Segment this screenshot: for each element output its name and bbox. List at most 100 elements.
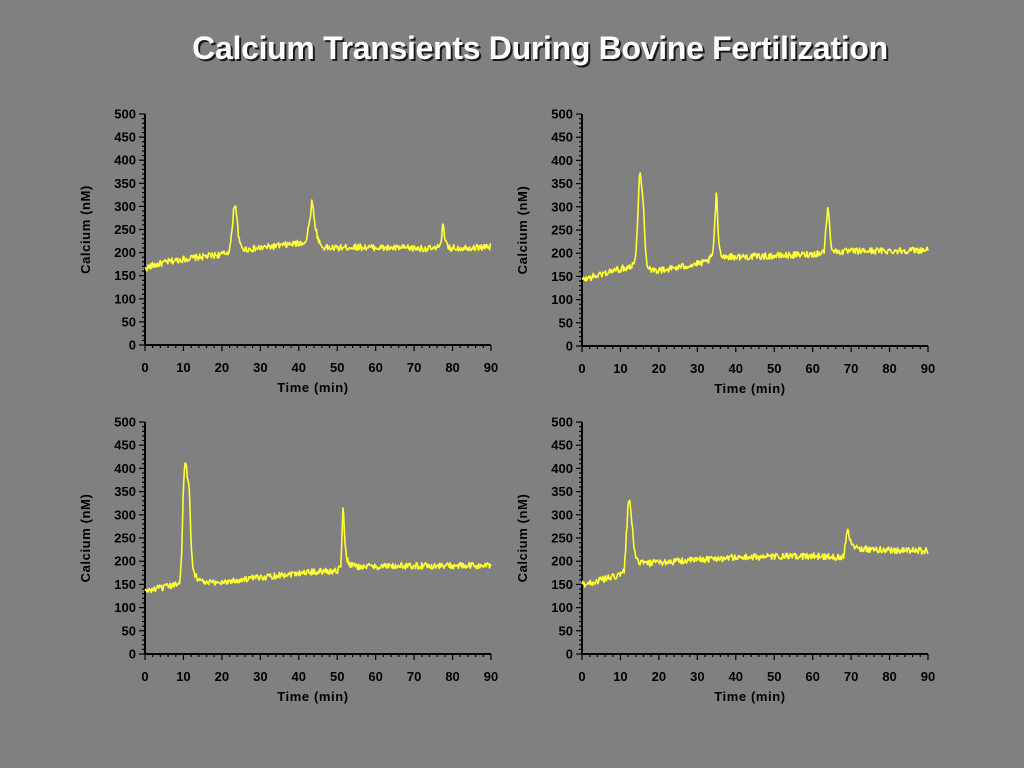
x-tick-label: 20: [652, 669, 666, 684]
y-tick-label: 250: [114, 531, 136, 546]
x-tick-label: 10: [613, 669, 627, 684]
x-tick-label: 60: [368, 360, 382, 375]
x-tick-label: 40: [292, 360, 306, 375]
y-tick-label: 0: [566, 339, 573, 354]
y-tick-label: 300: [114, 507, 136, 522]
x-tick-label: 90: [484, 360, 498, 375]
x-tick-label: 60: [805, 669, 819, 684]
x-tick-label: 60: [805, 361, 819, 376]
calcium-trace-line: [581, 172, 929, 282]
chart-top-right: 0 50 100 150 200 250 300 350 400 450 500 0 10 20 30 40 5…: [515, 107, 935, 397]
y-axis-title: Calcium (nM): [78, 494, 93, 583]
x-tick-label: 80: [445, 669, 459, 684]
calcium-trace-line: [581, 499, 929, 588]
y-tick-label: 250: [114, 222, 136, 237]
x-tick-label: 50: [767, 669, 781, 684]
calcium-trace-line: [144, 199, 492, 272]
x-tick-label: 30: [690, 669, 704, 684]
chart-bottom-right: 0 50 100 150 200 250 300 350 400 450 500 0 10 20 30 40 5…: [515, 415, 935, 705]
y-tick-label: 200: [551, 554, 573, 569]
y-tick-label: 400: [114, 461, 136, 476]
y-tick-label: 200: [551, 246, 573, 261]
y-tick-label: 150: [114, 577, 136, 592]
y-tick-label: 300: [551, 507, 573, 522]
y-tick-label: 400: [551, 461, 573, 476]
y-tick-label: 100: [114, 291, 136, 306]
x-axis-title: Time (min): [277, 380, 349, 395]
x-tick-label: 80: [882, 669, 896, 684]
x-tick-label: 80: [882, 361, 896, 376]
x-tick-label: 70: [844, 361, 858, 376]
calcium-trace-line: [144, 462, 492, 594]
y-tick-label: 50: [122, 314, 136, 329]
x-tick-label: 90: [484, 669, 498, 684]
y-tick-label: 50: [122, 623, 136, 638]
y-tick-label: 300: [551, 199, 573, 214]
slide-title: Calcium Transients During Bovine Fertili…: [192, 30, 888, 66]
y-tick-label: 100: [551, 600, 573, 615]
x-tick-label: 60: [368, 669, 382, 684]
x-tick-label: 0: [141, 669, 148, 684]
x-tick-label: 10: [176, 360, 190, 375]
x-tick-label: 20: [215, 669, 229, 684]
x-tick-label: 70: [844, 669, 858, 684]
x-tick-label: 0: [578, 361, 585, 376]
x-axis-title: Time (min): [714, 689, 786, 704]
y-tick-label: 0: [566, 647, 573, 662]
x-tick-label: 50: [330, 360, 344, 375]
x-tick-label: 50: [330, 669, 344, 684]
y-axis-title: Calcium (nM): [515, 186, 530, 275]
y-axis-title: Calcium (nM): [78, 185, 93, 274]
y-tick-label: 0: [129, 338, 136, 353]
x-tick-label: 50: [767, 361, 781, 376]
x-tick-label: 0: [141, 360, 148, 375]
y-axis-title: Calcium (nM): [515, 494, 530, 583]
y-tick-label: 500: [114, 415, 136, 430]
x-tick-label: 10: [176, 669, 190, 684]
y-tick-label: 450: [551, 130, 573, 145]
y-tick-label: 500: [114, 107, 136, 122]
y-tick-label: 0: [129, 647, 136, 662]
y-tick-label: 350: [551, 176, 573, 191]
x-tick-label: 30: [690, 361, 704, 376]
y-tick-label: 300: [114, 199, 136, 214]
y-tick-label: 400: [551, 153, 573, 168]
chart-bottom-left: 0 50 100 150 200 250 300 350 400 450 500 0 10 20 30 40 5…: [78, 415, 498, 705]
y-tick-label: 200: [114, 554, 136, 569]
y-tick-label: 200: [114, 245, 136, 260]
x-tick-label: 90: [921, 361, 935, 376]
y-tick-label: 150: [551, 577, 573, 592]
x-tick-label: 30: [253, 669, 267, 684]
x-tick-label: 70: [407, 360, 421, 375]
y-tick-label: 100: [114, 600, 136, 615]
x-tick-label: 90: [921, 669, 935, 684]
y-tick-label: 500: [551, 415, 573, 430]
x-tick-label: 40: [729, 361, 743, 376]
x-tick-label: 40: [292, 669, 306, 684]
x-tick-label: 30: [253, 360, 267, 375]
y-tick-label: 100: [551, 292, 573, 307]
y-tick-label: 150: [114, 268, 136, 283]
x-tick-label: 20: [652, 361, 666, 376]
x-tick-label: 70: [407, 669, 421, 684]
y-tick-label: 400: [114, 153, 136, 168]
chart-top-left: 0 50 100 150 200 250 300 350 400 450 500 0 10 20 30 40 5…: [78, 107, 498, 396]
y-tick-label: 350: [114, 176, 136, 191]
y-tick-label: 350: [551, 484, 573, 499]
y-tick-label: 150: [551, 269, 573, 284]
y-tick-label: 500: [551, 107, 573, 122]
y-tick-label: 50: [559, 315, 573, 330]
y-tick-label: 250: [551, 531, 573, 546]
x-tick-label: 80: [445, 360, 459, 375]
x-axis-title: Time (min): [277, 689, 349, 704]
y-tick-label: 450: [114, 438, 136, 453]
y-tick-label: 450: [551, 438, 573, 453]
x-axis-title: Time (min): [714, 381, 786, 396]
x-tick-label: 20: [215, 360, 229, 375]
y-tick-label: 50: [559, 623, 573, 638]
x-tick-label: 0: [578, 669, 585, 684]
x-tick-label: 40: [729, 669, 743, 684]
x-tick-label: 10: [613, 361, 627, 376]
y-tick-label: 350: [114, 484, 136, 499]
